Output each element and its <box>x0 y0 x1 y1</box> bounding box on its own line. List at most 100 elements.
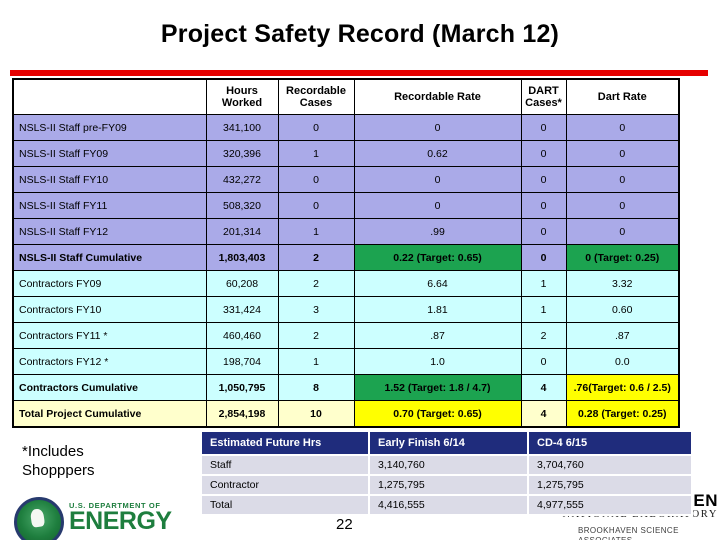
cell-dart-cases: 4 <box>520 374 567 401</box>
cell-dart-cases: 0 <box>520 244 567 271</box>
cell-dart-rate: 0.0 <box>565 348 680 375</box>
table-row: Contractors FY09 60,208 2 6.64 1 3.32 <box>12 270 680 297</box>
brookhaven-science-associates-credit: BROOKHAVEN SCIENCE ASSOCIATES <box>578 526 679 540</box>
cell-recordable-cases: 0 <box>277 166 355 193</box>
footnote-line2: Shopppers <box>22 461 95 479</box>
cell-recordable-cases: 10 <box>277 400 355 428</box>
row-label: Contractors Cumulative <box>12 374 207 401</box>
cell-dart-cases: 0 <box>520 348 567 375</box>
cell-recordable-rate-target-exceeded: 0.70 (Target: 0.65) <box>353 400 522 428</box>
doe-seal-icon <box>14 497 64 540</box>
cell-hours-worked: 1,050,795 <box>205 374 279 401</box>
cell-dart-rate: .87 <box>565 322 680 349</box>
row-label: NSLS-II Staff Cumulative <box>12 244 207 271</box>
cell-dart-rate: 0 <box>565 140 680 167</box>
cell-dart-rate: 0 <box>565 218 680 245</box>
future-cell-early-finish: 1,275,795 <box>370 476 527 494</box>
future-cell-early-finish: 4,416,555 <box>370 496 527 514</box>
cell-hours-worked: 198,704 <box>205 348 279 375</box>
future-header-label: Estimated Future Hrs <box>202 432 368 454</box>
cell-dart-cases: 0 <box>520 218 567 245</box>
future-row-total: Total 4,416,555 4,977,555 <box>202 496 691 514</box>
cell-hours-worked: 201,314 <box>205 218 279 245</box>
header-recordable-rate: Recordable Rate <box>353 78 522 115</box>
row-label: Contractors FY12 * <box>12 348 207 375</box>
future-row-label: Contractor <box>202 476 368 494</box>
cell-recordable-rate: 1.0 <box>353 348 522 375</box>
cell-recordable-rate: 0 <box>353 114 522 141</box>
table-row: Contractors FY11 * 460,460 2 .87 2 .87 <box>12 322 680 349</box>
row-label: Total Project Cumulative <box>12 400 207 428</box>
red-divider-bar <box>10 70 708 76</box>
cell-recordable-cases: 1 <box>277 218 355 245</box>
cell-dart-cases: 0 <box>520 166 567 193</box>
estimated-future-hours-table: Estimated Future Hrs Early Finish 6/14 C… <box>200 430 693 516</box>
doe-energy-wordmark: ENERGY <box>69 507 172 535</box>
cell-recordable-rate: 0.62 <box>353 140 522 167</box>
cell-hours-worked: 331,424 <box>205 296 279 323</box>
table-header-row: Hours Worked Recordable Cases Recordable… <box>12 78 680 115</box>
table-row: Contractors FY12 * 198,704 1 1.0 0 0.0 <box>12 348 680 375</box>
cell-hours-worked: 2,854,198 <box>205 400 279 428</box>
future-cell-early-finish: 3,140,760 <box>370 456 527 474</box>
table-row-total-cumulative: Total Project Cumulative 2,854,198 10 0.… <box>12 400 680 428</box>
table-row: NSLS-II Staff FY12 201,314 1 .99 0 0 <box>12 218 680 245</box>
table-row-staff-cumulative: NSLS-II Staff Cumulative 1,803,403 2 0.2… <box>12 244 680 271</box>
cell-recordable-rate: .87 <box>353 322 522 349</box>
cell-dart-rate-target-met: 0 (Target: 0.25) <box>565 244 680 271</box>
cell-recordable-cases: 2 <box>277 270 355 297</box>
cell-dart-rate: 0 <box>565 192 680 219</box>
slide-title: Project Safety Record (March 12) <box>160 20 560 48</box>
future-cell-cd4: 4,977,555 <box>529 496 691 514</box>
cell-hours-worked: 460,460 <box>205 322 279 349</box>
cell-hours-worked: 60,208 <box>205 270 279 297</box>
cell-dart-cases: 1 <box>520 296 567 323</box>
cell-hours-worked: 508,320 <box>205 192 279 219</box>
row-label: NSLS-II Staff FY10 <box>12 166 207 193</box>
table-row: NSLS-II Staff FY09 320,396 1 0.62 0 0 <box>12 140 680 167</box>
cell-recordable-rate: 1.81 <box>353 296 522 323</box>
bsa-line2: ASSOCIATES <box>578 536 679 540</box>
header-hours-worked: Hours Worked <box>205 78 279 115</box>
row-label: Contractors FY11 * <box>12 322 207 349</box>
row-label: NSLS-II Staff FY09 <box>12 140 207 167</box>
cell-recordable-cases: 2 <box>277 322 355 349</box>
cell-dart-cases: 0 <box>520 192 567 219</box>
cell-hours-worked: 341,100 <box>205 114 279 141</box>
footnote-line1: *Includes <box>22 443 84 460</box>
future-row-staff: Staff 3,140,760 3,704,760 <box>202 456 691 474</box>
cell-recordable-cases: 0 <box>277 114 355 141</box>
cell-dart-cases: 0 <box>520 140 567 167</box>
cell-recordable-rate-target-met: 0.22 (Target: 0.65) <box>353 244 522 271</box>
table-row: NSLS-II Staff pre-FY09 341,100 0 0 0 0 <box>12 114 680 141</box>
cell-recordable-rate: 6.64 <box>353 270 522 297</box>
page-number: 22 <box>336 516 353 533</box>
safety-record-table: Hours Worked Recordable Cases Recordable… <box>12 78 680 428</box>
cell-recordable-rate-target-met: 1.52 (Target: 1.8 / 4.7) <box>353 374 522 401</box>
cell-dart-rate: 0 <box>565 114 680 141</box>
row-label: NSLS-II Staff FY11 <box>12 192 207 219</box>
cell-dart-rate: 0.60 <box>565 296 680 323</box>
cell-recordable-cases: 3 <box>277 296 355 323</box>
future-row-label: Staff <box>202 456 368 474</box>
cell-dart-rate: 0 <box>565 166 680 193</box>
header-recordable-cases: Recordable Cases <box>277 78 355 115</box>
table-row: NSLS-II Staff FY11 508,320 0 0 0 0 <box>12 192 680 219</box>
cell-hours-worked: 320,396 <box>205 140 279 167</box>
cell-recordable-cases: 1 <box>277 348 355 375</box>
future-row-label: Total <box>202 496 368 514</box>
row-label: Contractors FY09 <box>12 270 207 297</box>
row-label: NSLS-II Staff FY12 <box>12 218 207 245</box>
header-empty <box>12 78 207 115</box>
cell-dart-cases: 1 <box>520 270 567 297</box>
footnote-includes-shoppers: *Includes Shopppers <box>22 443 95 481</box>
future-table-header-row: Estimated Future Hrs Early Finish 6/14 C… <box>202 432 691 454</box>
cell-dart-rate-target-exceeded: .76(Target: 0.6 / 2.5) <box>565 374 680 401</box>
row-label: NSLS-II Staff pre-FY09 <box>12 114 207 141</box>
doe-logo: U.S. DEPARTMENT OF ENERGY <box>14 497 172 540</box>
cell-recordable-cases: 1 <box>277 140 355 167</box>
cell-recordable-rate: 0 <box>353 166 522 193</box>
future-cell-cd4: 3,704,760 <box>529 456 691 474</box>
cell-recordable-cases: 2 <box>277 244 355 271</box>
